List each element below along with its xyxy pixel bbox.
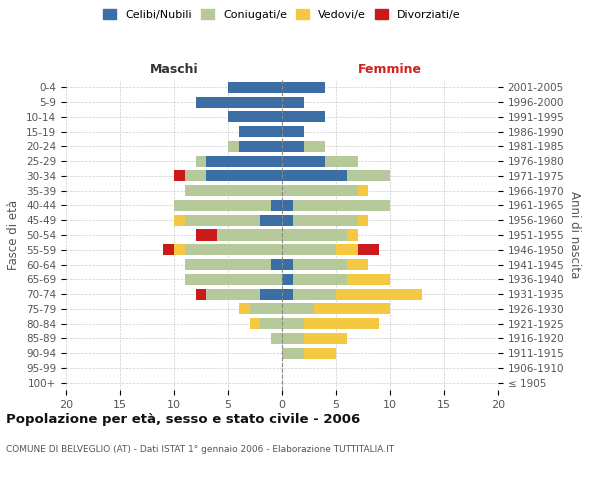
Bar (336, 244, 358, 256)
Bar (260, 288, 282, 300)
Bar (282, 214, 293, 226)
Bar (282, 304, 314, 314)
Bar (228, 112, 282, 122)
Bar (174, 200, 271, 211)
Bar (196, 288, 206, 300)
Bar (282, 185, 358, 196)
Y-axis label: Anni di nascita: Anni di nascita (568, 192, 581, 278)
Bar (293, 259, 347, 270)
Bar (250, 318, 260, 329)
Bar (347, 170, 390, 181)
Bar (239, 304, 250, 314)
Bar (174, 170, 185, 181)
Bar (314, 304, 390, 314)
Bar (282, 82, 325, 93)
Bar (185, 259, 271, 270)
Bar (358, 244, 379, 256)
Bar (347, 274, 390, 285)
Bar (282, 274, 293, 285)
Bar (347, 230, 358, 240)
Bar (250, 304, 282, 314)
Bar (185, 244, 282, 256)
Bar (206, 170, 282, 181)
Bar (174, 244, 185, 256)
Bar (260, 214, 282, 226)
Bar (282, 126, 304, 137)
Bar (206, 288, 260, 300)
Bar (185, 274, 282, 285)
Bar (239, 141, 282, 152)
Text: COMUNE DI BELVEGLIO (AT) - Dati ISTAT 1° gennaio 2006 - Elaborazione TUTTITALIA.: COMUNE DI BELVEGLIO (AT) - Dati ISTAT 1°… (6, 445, 394, 454)
Legend: Celibi/Nubili, Coniugati/e, Vedovi/e, Divorziati/e: Celibi/Nubili, Coniugati/e, Vedovi/e, Di… (99, 5, 465, 24)
Bar (260, 318, 282, 329)
Bar (271, 259, 282, 270)
Bar (228, 82, 282, 93)
Bar (196, 156, 206, 166)
Bar (358, 214, 368, 226)
Bar (304, 333, 347, 344)
Bar (282, 230, 347, 240)
Bar (239, 126, 282, 137)
Bar (282, 112, 325, 122)
Bar (358, 185, 368, 196)
Bar (336, 288, 422, 300)
Bar (228, 141, 239, 152)
Bar (282, 318, 304, 329)
Bar (282, 200, 293, 211)
Bar (282, 333, 304, 344)
Bar (293, 274, 347, 285)
Bar (282, 259, 293, 270)
Bar (282, 156, 325, 166)
Bar (217, 230, 282, 240)
Y-axis label: Fasce di età: Fasce di età (7, 200, 20, 270)
Bar (185, 170, 206, 181)
Bar (271, 333, 282, 344)
Bar (282, 288, 293, 300)
Bar (185, 214, 260, 226)
Bar (282, 348, 304, 358)
Bar (206, 156, 282, 166)
Bar (282, 96, 304, 108)
Bar (304, 348, 336, 358)
Bar (282, 170, 347, 181)
Bar (304, 141, 325, 152)
Bar (304, 318, 379, 329)
Bar (196, 230, 217, 240)
Bar (293, 200, 390, 211)
Bar (325, 156, 358, 166)
Text: Maschi: Maschi (149, 62, 199, 76)
Text: Popolazione per età, sesso e stato civile - 2006: Popolazione per età, sesso e stato civil… (6, 412, 360, 426)
Bar (185, 185, 282, 196)
Bar (347, 259, 368, 270)
Bar (163, 244, 174, 256)
Bar (174, 214, 185, 226)
Bar (282, 141, 304, 152)
Text: Femmine: Femmine (358, 62, 422, 76)
Bar (293, 288, 336, 300)
Bar (282, 244, 336, 256)
Bar (196, 96, 282, 108)
Bar (293, 214, 358, 226)
Bar (271, 200, 282, 211)
